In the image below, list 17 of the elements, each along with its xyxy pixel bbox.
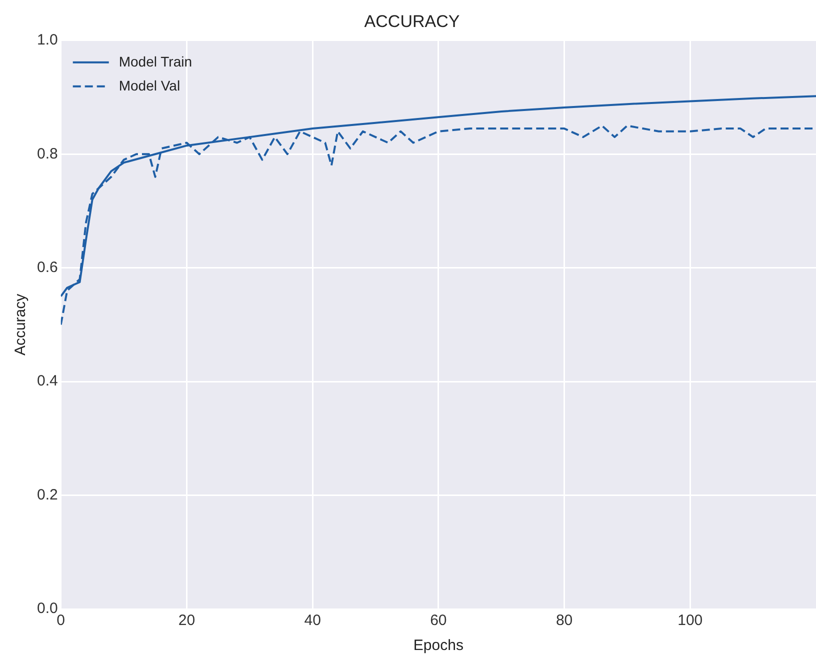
y-tick-label: 0.2 [36,486,58,504]
legend-label: Model Val [118,77,180,94]
y-tick-label: 0.6 [36,258,58,276]
y-tick-label: 1.0 [36,32,58,49]
y-tick-label: 0.4 [36,372,58,390]
x-tick-label: 0 [56,612,66,630]
x-tick-label: 40 [304,612,321,630]
y-tick-label: 0.8 [36,145,58,162]
x-tick-label: 80 [556,612,573,630]
y-tick-label: 0.0 [36,600,58,618]
x-tick-label: 20 [178,612,196,630]
x-tick-label: 100 [678,612,703,630]
x-tick-label: 60 [430,612,447,630]
legend-label: Model Train [118,53,192,70]
y-axis-title: Accuracy [12,293,30,356]
chart-title: ACCURACY [364,12,460,31]
x-axis-title: Epochs [413,637,464,654]
